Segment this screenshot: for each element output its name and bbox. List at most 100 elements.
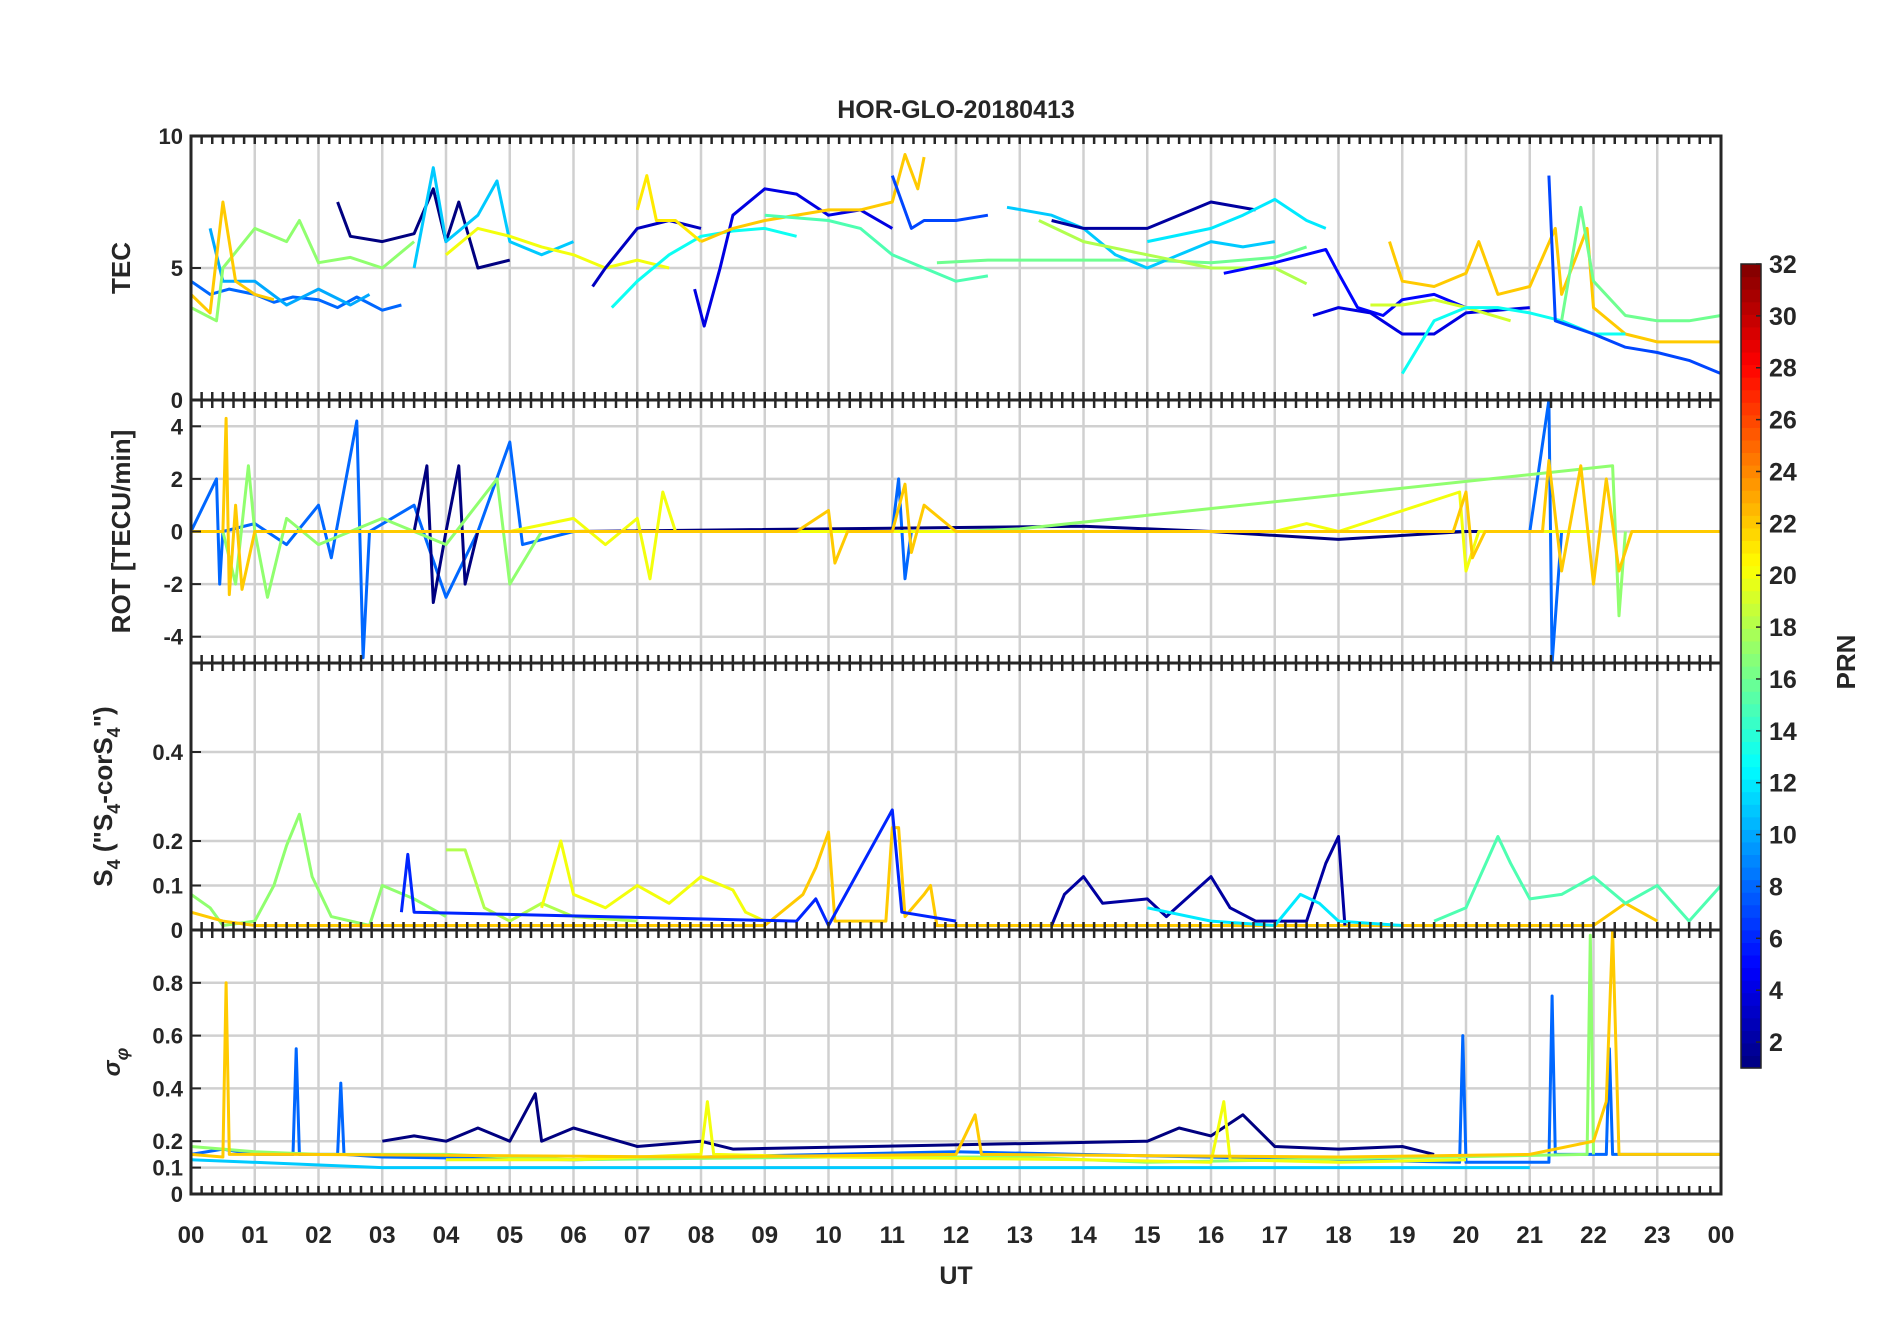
trace-prn-22: [1388, 226, 1721, 344]
colorbar-tick-label: 6: [1769, 925, 1783, 953]
trace-prn-21: [635, 174, 702, 243]
colorbar-swatch: [1741, 515, 1761, 529]
colorbar-tick-label: 30: [1769, 303, 1797, 331]
colorbar-swatch: [1741, 276, 1761, 290]
colorbar-swatch: [1741, 603, 1761, 617]
y-axis-label: σφ: [99, 1047, 132, 1076]
trace-prn-22: [190, 928, 1721, 1159]
trace-prn-6: [399, 808, 957, 927]
trace-prn-17: [221, 464, 1627, 618]
colorbar-tick-label: 26: [1769, 407, 1797, 435]
colorbar-swatch: [1741, 1017, 1761, 1031]
trace-prn-15: [1433, 835, 1723, 923]
trace-prn-1: [336, 187, 511, 270]
trace-prn-20: [446, 1100, 1467, 1164]
colorbar-swatch: [1741, 854, 1761, 868]
colorbar-swatch: [1741, 540, 1761, 554]
colorbar-swatch: [1741, 414, 1761, 428]
x-tick-label: 06: [560, 1222, 587, 1249]
colorbar-swatch: [1741, 1005, 1761, 1019]
y-tick-label: 0.2: [152, 829, 183, 854]
colorbar-swatch: [1741, 841, 1761, 856]
trace-prn-12: [1146, 892, 1403, 927]
y-tick-label: 0.4: [152, 1076, 183, 1101]
y-axis-label: ROT [TECU/min]: [106, 430, 136, 634]
colorbar-tick-label: 32: [1769, 251, 1797, 279]
colorbar-swatch: [1741, 377, 1761, 391]
colorbar-tick-label: 10: [1769, 822, 1797, 850]
y-tick-label: 0.1: [152, 874, 183, 899]
colorbar-tick-label: 12: [1769, 770, 1797, 798]
x-tick-label: 04: [433, 1222, 460, 1249]
x-tick-label: 01: [241, 1222, 268, 1249]
colorbar-swatch: [1741, 929, 1761, 943]
colorbar-frame: [1740, 263, 1762, 1069]
colorbar-swatch: [1741, 867, 1761, 881]
trace-prn-2: [1050, 835, 1347, 927]
trace-prn-11: [1006, 205, 1276, 270]
y-tick-label: -4: [163, 625, 183, 650]
trace-prn-11: [190, 1158, 1530, 1170]
x-tick-label: 03: [369, 1222, 396, 1249]
colorbar-tick-label: 8: [1769, 873, 1783, 901]
x-tick-label: 02: [305, 1222, 332, 1249]
x-tick-label: 18: [1325, 1222, 1352, 1249]
colorbar-tick-label: 16: [1769, 666, 1797, 694]
panel-0: 0 5 10 TEC: [106, 124, 1723, 413]
colorbar-label: PRN: [1831, 635, 1861, 690]
x-tick-label: 22: [1580, 1222, 1607, 1249]
trace-prn-16: [936, 245, 1308, 265]
trace-prn-2: [1051, 200, 1256, 230]
colorbar-tick-label: 28: [1769, 355, 1797, 383]
trace-prn-8: [190, 279, 402, 312]
trace-prn-19: [1370, 298, 1512, 323]
colorbar-swatch: [1741, 427, 1761, 441]
x-axis-label: UT: [939, 1262, 972, 1290]
colorbar-tick-label: 20: [1769, 562, 1797, 590]
y-tick-label: 2: [171, 467, 183, 492]
colorbar-tick-label: 4: [1769, 977, 1783, 1005]
colorbar-swatch: [1741, 465, 1761, 479]
x-tick-label: 05: [496, 1222, 523, 1249]
colorbar-swatch: [1741, 326, 1761, 340]
colorbar-swatch: [1741, 892, 1761, 906]
colorbar-swatch: [1741, 728, 1761, 742]
x-tick-label: 00: [178, 1222, 205, 1249]
trace-prn-18: [1038, 219, 1308, 286]
y-tick-label: 0.1: [152, 1156, 183, 1181]
trace-prn-20: [509, 490, 1594, 581]
colorbar-swatch: [1741, 992, 1761, 1006]
x-tick-label: 08: [688, 1222, 715, 1249]
y-tick-label: 0.8: [152, 971, 183, 996]
colorbar-swatch: [1741, 289, 1761, 303]
colorbar-swatch: [1741, 904, 1761, 918]
panel-2: 0 0.1 0.2 0.4 S4 ("S4-corS4"): [88, 661, 1723, 943]
trace-prn-7: [1547, 175, 1722, 375]
x-tick-label: 21: [1516, 1222, 1543, 1249]
colorbar-swatch: [1741, 590, 1761, 604]
colorbar-swatch: [1741, 942, 1761, 956]
x-tick-label: 23: [1644, 1222, 1671, 1249]
x-tick-label: 15: [1134, 1222, 1161, 1249]
trace-prn-13: [1401, 306, 1626, 375]
colorbar-swatch: [1741, 1042, 1761, 1057]
colorbar-swatch: [1741, 967, 1761, 981]
colorbar-tick-label: 2: [1769, 1029, 1783, 1057]
colorbar-swatch: [1741, 954, 1761, 969]
trace-prn-22: [700, 153, 926, 243]
trace-prn-13: [610, 226, 797, 309]
trace-prn-17: [190, 219, 416, 323]
colorbar-swatch: [1741, 653, 1761, 667]
colorbar-tick-label: 24: [1769, 458, 1797, 486]
trace-prn-16: [1560, 205, 1722, 323]
colorbar-swatch: [1741, 829, 1761, 843]
colorbar-tick-label: 14: [1769, 718, 1797, 746]
colorbar-swatch: [1741, 753, 1761, 768]
y-tick-label: 0.4: [152, 740, 183, 765]
colorbar-swatch: [1741, 779, 1761, 793]
colorbar-swatch: [1741, 477, 1761, 491]
colorbar-swatch: [1741, 402, 1761, 416]
colorbar-swatch: [1741, 565, 1761, 579]
